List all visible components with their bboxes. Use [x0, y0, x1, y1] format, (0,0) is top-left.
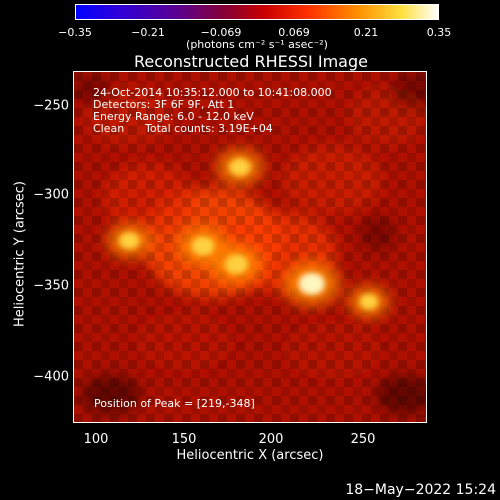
y-tick-label: −300: [33, 187, 69, 203]
xray-source: [107, 223, 152, 258]
total-counts-text: Total counts: 3.19E+04: [145, 122, 273, 135]
chart-title: Reconstructed RHESSI Image: [134, 52, 368, 71]
heatmap-image: [74, 72, 426, 422]
xray-source: [178, 226, 228, 266]
clean-text: Clean: [93, 122, 125, 135]
colorbar-gradient: [76, 5, 438, 19]
y-tick-label: −400: [33, 369, 69, 385]
y-axis-label: Heliocentric Y (arcsec): [12, 181, 28, 327]
y-tick-label: −350: [33, 278, 69, 294]
energy-range-text: Energy Range: 6.0 - 12.0 keV: [93, 110, 254, 123]
detectors-text: Detectors: 3F 6F 9F, Att 1: [93, 98, 235, 111]
x-axis-label: Heliocentric X (arcsec): [176, 448, 324, 463]
x-tick-label: 200: [258, 432, 284, 447]
colorbar-tick: −0.069: [200, 26, 242, 39]
colorbar-tick: 0.35: [426, 26, 452, 39]
x-tick-label: 100: [83, 432, 109, 447]
image-plot-area: [73, 71, 427, 423]
colorbar-tick: 0.21: [353, 26, 379, 39]
xray-source: [348, 286, 390, 318]
peak-position-text: Position of Peak = [219,-348]: [94, 397, 255, 410]
y-tick-label: −250: [33, 98, 69, 114]
x-tick-label: 250: [350, 432, 376, 447]
colorbar-tick: 0.069: [278, 26, 310, 39]
colorbar-tick: −0.35: [58, 26, 92, 39]
colorbar-tick: −0.21: [131, 26, 165, 39]
time-range-text: 24-Oct-2014 10:35:12.000 to 10:41:08.000: [93, 86, 332, 99]
colorbar: [75, 4, 439, 20]
colorbar-units: (photons cm⁻² s⁻¹ asec⁻²): [186, 38, 328, 51]
date-stamp: 18−May−2022 15:24: [345, 482, 496, 498]
x-tick-label: 150: [171, 432, 197, 447]
xray-source: [283, 261, 341, 306]
xray-source: [216, 149, 264, 185]
